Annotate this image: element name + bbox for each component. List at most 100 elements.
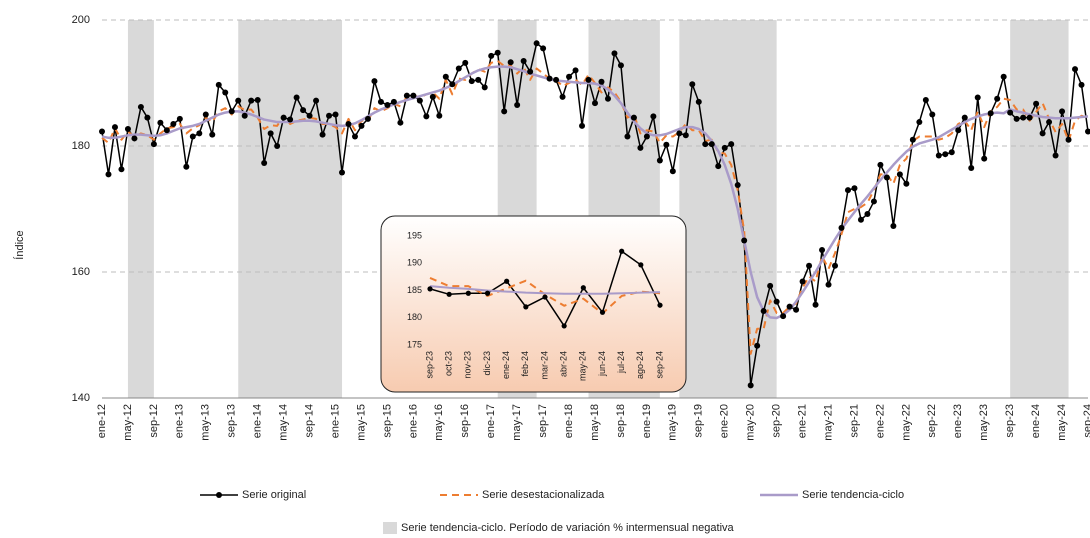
data-point [254, 97, 261, 104]
data-point [981, 155, 988, 162]
y-tick-label: 190 [407, 258, 422, 268]
data-point [903, 180, 910, 187]
data-point [468, 78, 475, 85]
x-tick-label: oct-23 [444, 351, 454, 376]
data-point [561, 323, 567, 329]
data-point [604, 95, 611, 102]
data-point [598, 78, 605, 85]
data-point [870, 198, 877, 205]
data-point [838, 224, 845, 231]
data-point [423, 113, 430, 120]
data-point [760, 308, 767, 315]
data-point [890, 223, 897, 230]
legend-swatch [383, 522, 397, 534]
data-point [170, 120, 177, 127]
x-tick-label: sep-22 [926, 404, 938, 438]
data-point [241, 112, 248, 119]
data-point [1072, 66, 1079, 73]
x-tick-label: may-13 [200, 404, 212, 441]
data-point [280, 114, 287, 121]
x-tick-label: sep-24 [1082, 404, 1090, 438]
data-point [669, 168, 676, 175]
data-point [189, 133, 196, 140]
data-point [507, 59, 514, 66]
data-point [1046, 119, 1053, 126]
data-point [99, 128, 105, 135]
x-tick-label: may-22 [900, 404, 912, 441]
data-point [786, 303, 793, 310]
data-point [163, 127, 170, 134]
y-tick-label: 195 [407, 230, 422, 240]
data-point [559, 93, 566, 100]
data-point [747, 382, 754, 389]
data-point [592, 100, 598, 107]
data-point [504, 278, 510, 284]
data-point [929, 111, 936, 118]
data-point [358, 122, 365, 129]
data-point [137, 103, 144, 110]
x-tick-label: ene-21 [796, 404, 808, 438]
x-tick-label: dic-23 [482, 351, 492, 376]
x-tick-label: abr-24 [559, 351, 569, 377]
data-point [527, 68, 534, 75]
data-point [105, 171, 112, 178]
data-point [619, 248, 625, 254]
data-point [209, 131, 216, 138]
data-point [1020, 114, 1027, 121]
x-tick-label: may-21 [822, 404, 834, 441]
x-tick-label: may-12 [122, 404, 134, 441]
x-tick-label: jul-24 [616, 351, 626, 374]
data-point [475, 76, 482, 83]
x-tick-label: ene-24 [501, 351, 511, 379]
data-point [111, 124, 118, 131]
legend-label: Serie desestacionalizada [482, 489, 605, 501]
x-tick-label: sep-20 [771, 404, 783, 438]
x-tick-label: ene-17 [485, 404, 497, 438]
data-point [728, 141, 735, 148]
data-point [183, 163, 190, 170]
data-point [611, 50, 618, 57]
data-point [416, 97, 423, 104]
data-point [465, 290, 471, 296]
data-point [397, 119, 404, 126]
data-point [442, 73, 449, 80]
data-point [1039, 130, 1046, 137]
data-point [656, 157, 663, 164]
x-tick-label: sep-23 [424, 351, 434, 379]
data-point [235, 97, 242, 104]
data-point [533, 40, 540, 47]
data-point [585, 76, 592, 83]
shaded-period [679, 20, 777, 398]
y-tick-label: 160 [72, 266, 90, 278]
x-tick-label: ene-24 [1030, 404, 1042, 438]
data-point [1013, 115, 1020, 122]
data-point [1052, 152, 1059, 159]
x-tick-label: nov-23 [463, 351, 473, 379]
data-point [922, 97, 929, 104]
data-point [767, 282, 774, 289]
data-point [702, 141, 709, 148]
y-tick-label: 180 [407, 312, 422, 322]
data-point [124, 125, 131, 132]
data-point [832, 262, 839, 269]
x-tick-label: ene-12 [96, 404, 108, 438]
data-point [371, 78, 378, 85]
legend-label: Serie tendencia-ciclo [802, 489, 904, 501]
data-point [676, 130, 683, 137]
x-tick-label: ene-22 [874, 404, 886, 438]
data-point [332, 111, 339, 118]
y-tick-label: 175 [407, 339, 422, 349]
data-point [630, 114, 637, 121]
data-point [780, 313, 787, 320]
x-tick-label: may-23 [978, 404, 990, 441]
x-tick-label: sep-17 [537, 404, 549, 438]
data-point [1026, 114, 1033, 121]
data-point [455, 65, 462, 72]
data-point [580, 285, 586, 291]
data-point [410, 92, 417, 99]
data-point [427, 286, 433, 292]
data-point [131, 135, 138, 142]
data-point [961, 114, 968, 121]
data-point [1078, 81, 1085, 88]
data-point [306, 112, 313, 119]
